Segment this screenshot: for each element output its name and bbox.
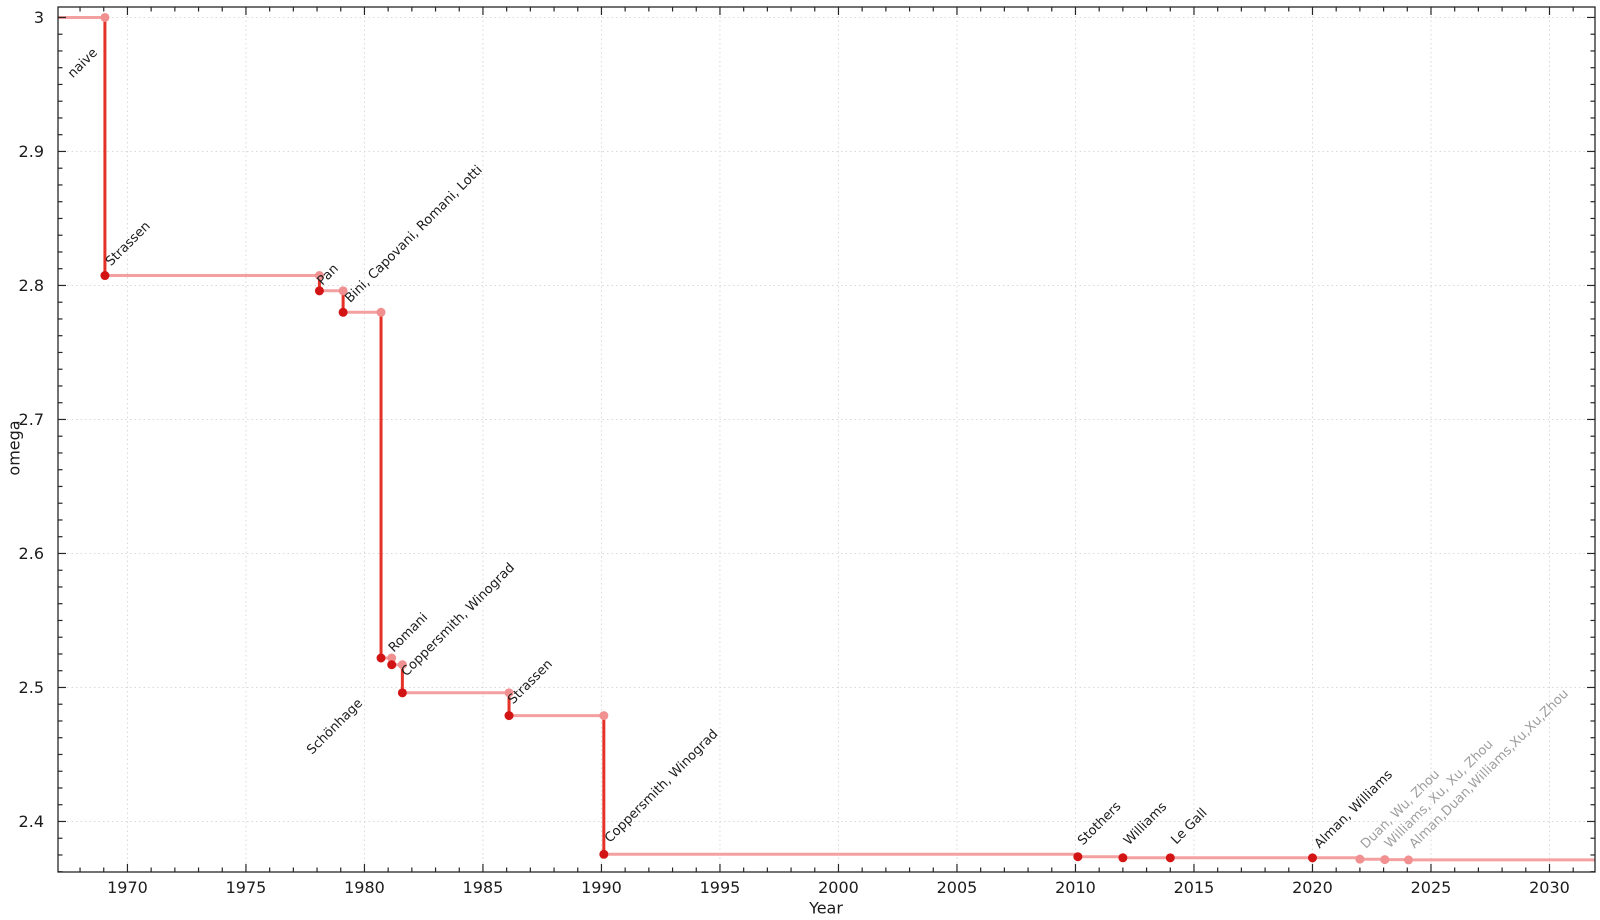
- x-tick-label: 2020: [1292, 878, 1333, 897]
- x-tick-label: 1995: [700, 878, 741, 897]
- y-tick-label: 2.4: [19, 812, 44, 831]
- x-tick-label: 1975: [226, 878, 267, 897]
- point-label: Schönhage: [304, 696, 366, 758]
- y-tick-label: 3: [34, 8, 44, 27]
- x-tick-label: 2015: [1174, 878, 1215, 897]
- x-tick-label: 2010: [1055, 878, 1096, 897]
- y-tick-label: 2.6: [19, 544, 44, 563]
- point-label: Williams: [1121, 799, 1170, 848]
- point-label: Strassen: [505, 657, 556, 708]
- y-axis-title: omega: [4, 420, 24, 476]
- prior-record-point: [387, 653, 397, 663]
- x-tick-label: 1970: [107, 878, 148, 897]
- x-tick-label: 1990: [581, 878, 622, 897]
- point-label: Coppersmith, Winograd: [602, 727, 721, 846]
- x-tick-label: 2005: [937, 878, 978, 897]
- record-step-line: [58, 16, 1595, 862]
- record-point: [387, 660, 397, 670]
- record-point: [1307, 853, 1317, 863]
- prior-record-point: [599, 711, 609, 721]
- point-label: naive: [65, 46, 101, 82]
- x-tick-label: 2030: [1529, 878, 1570, 897]
- recent-record-point: [1403, 855, 1413, 865]
- prior-record-point: [397, 660, 407, 670]
- record-point: [1165, 853, 1175, 863]
- point-label: Williams, Xu, Xu, Zhou: [1382, 737, 1496, 851]
- prior-record-point: [314, 271, 324, 281]
- record-point: [504, 711, 514, 721]
- y-tick-label: 2.9: [19, 142, 44, 161]
- x-tick-label: 2000: [818, 878, 859, 897]
- x-axis-title: Year: [809, 898, 843, 918]
- record-point: [376, 653, 386, 663]
- recent-record-point: [1380, 855, 1390, 865]
- x-tick-label: 2025: [1411, 878, 1452, 897]
- y-tick-label: 2.8: [19, 276, 44, 295]
- record-point: [338, 307, 348, 317]
- record-point: [100, 271, 110, 281]
- record-point: [1118, 853, 1128, 863]
- y-tick-label: 2.7: [19, 410, 44, 429]
- x-tick-label: 1985: [463, 878, 504, 897]
- point-label: Le Gall: [1169, 806, 1211, 848]
- record-point: [599, 849, 609, 859]
- prior-record-point: [376, 307, 386, 317]
- recent-record-point: [1355, 854, 1365, 864]
- prior-record-point: [504, 688, 514, 698]
- prior-record-point: [100, 12, 110, 22]
- record-point: [1073, 852, 1083, 862]
- record-point: [314, 286, 324, 296]
- record-point: [397, 688, 407, 698]
- point-label: Strassen: [103, 219, 154, 270]
- point-label: Bini, Capovani, Romani, Lotti: [342, 163, 485, 306]
- prior-record-point: [338, 286, 348, 296]
- y-tick-label: 2.5: [19, 678, 44, 697]
- point-label: Stothers: [1075, 799, 1124, 848]
- x-tick-label: 1980: [344, 878, 385, 897]
- plot-frame: [57, 6, 1596, 873]
